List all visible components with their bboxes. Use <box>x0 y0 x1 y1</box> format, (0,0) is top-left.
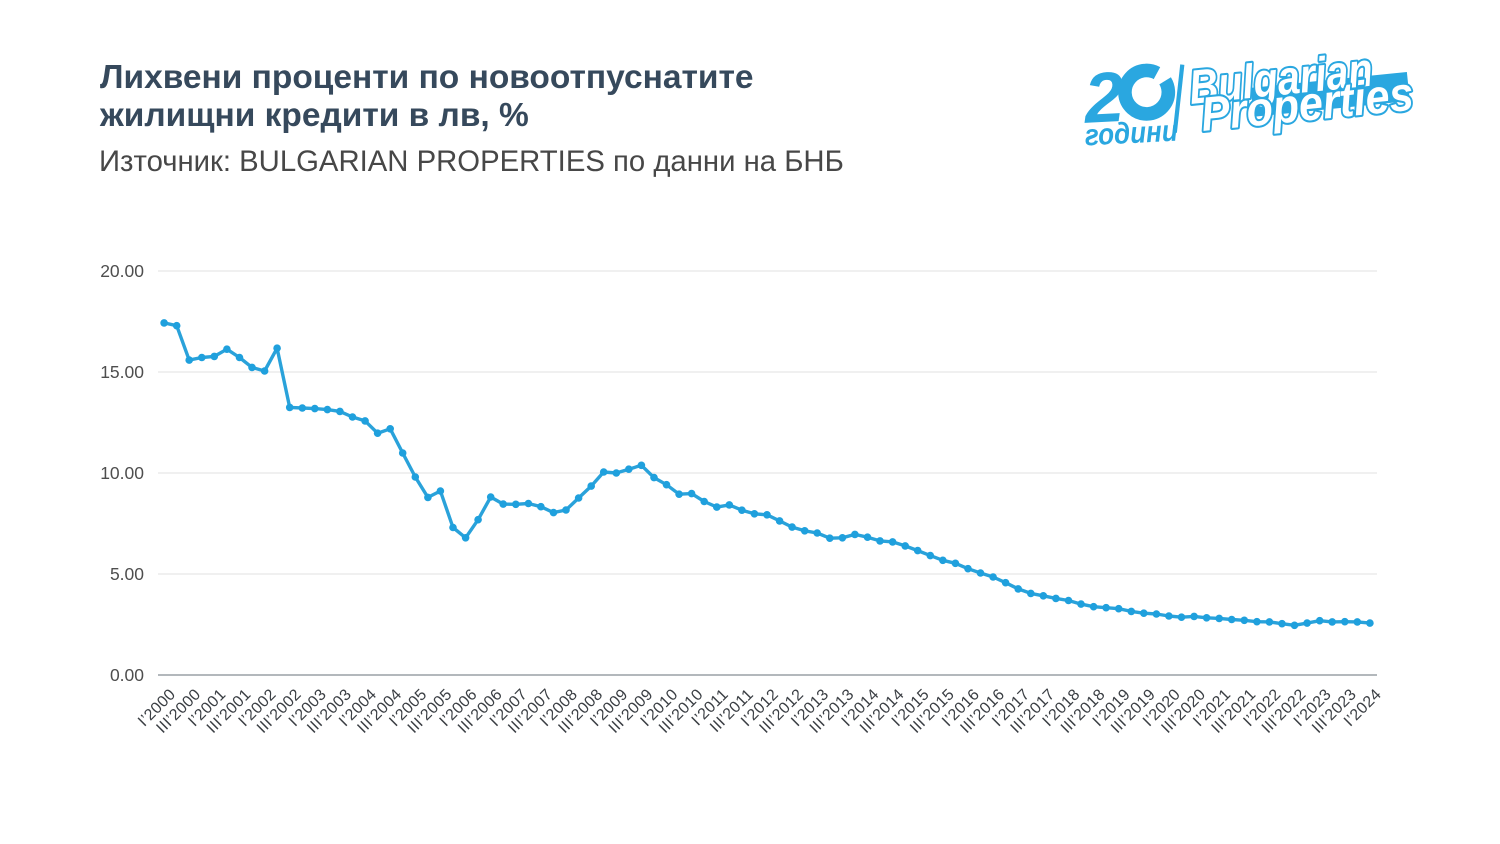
svg-text:10.00: 10.00 <box>100 463 144 483</box>
svg-text:2: 2 <box>1080 58 1126 139</box>
svg-text:15.00: 15.00 <box>100 362 144 382</box>
svg-text:0.00: 0.00 <box>110 665 144 685</box>
svg-text:5.00: 5.00 <box>110 564 144 584</box>
svg-text:години: години <box>1084 115 1179 153</box>
svg-text:20.00: 20.00 <box>100 261 144 281</box>
